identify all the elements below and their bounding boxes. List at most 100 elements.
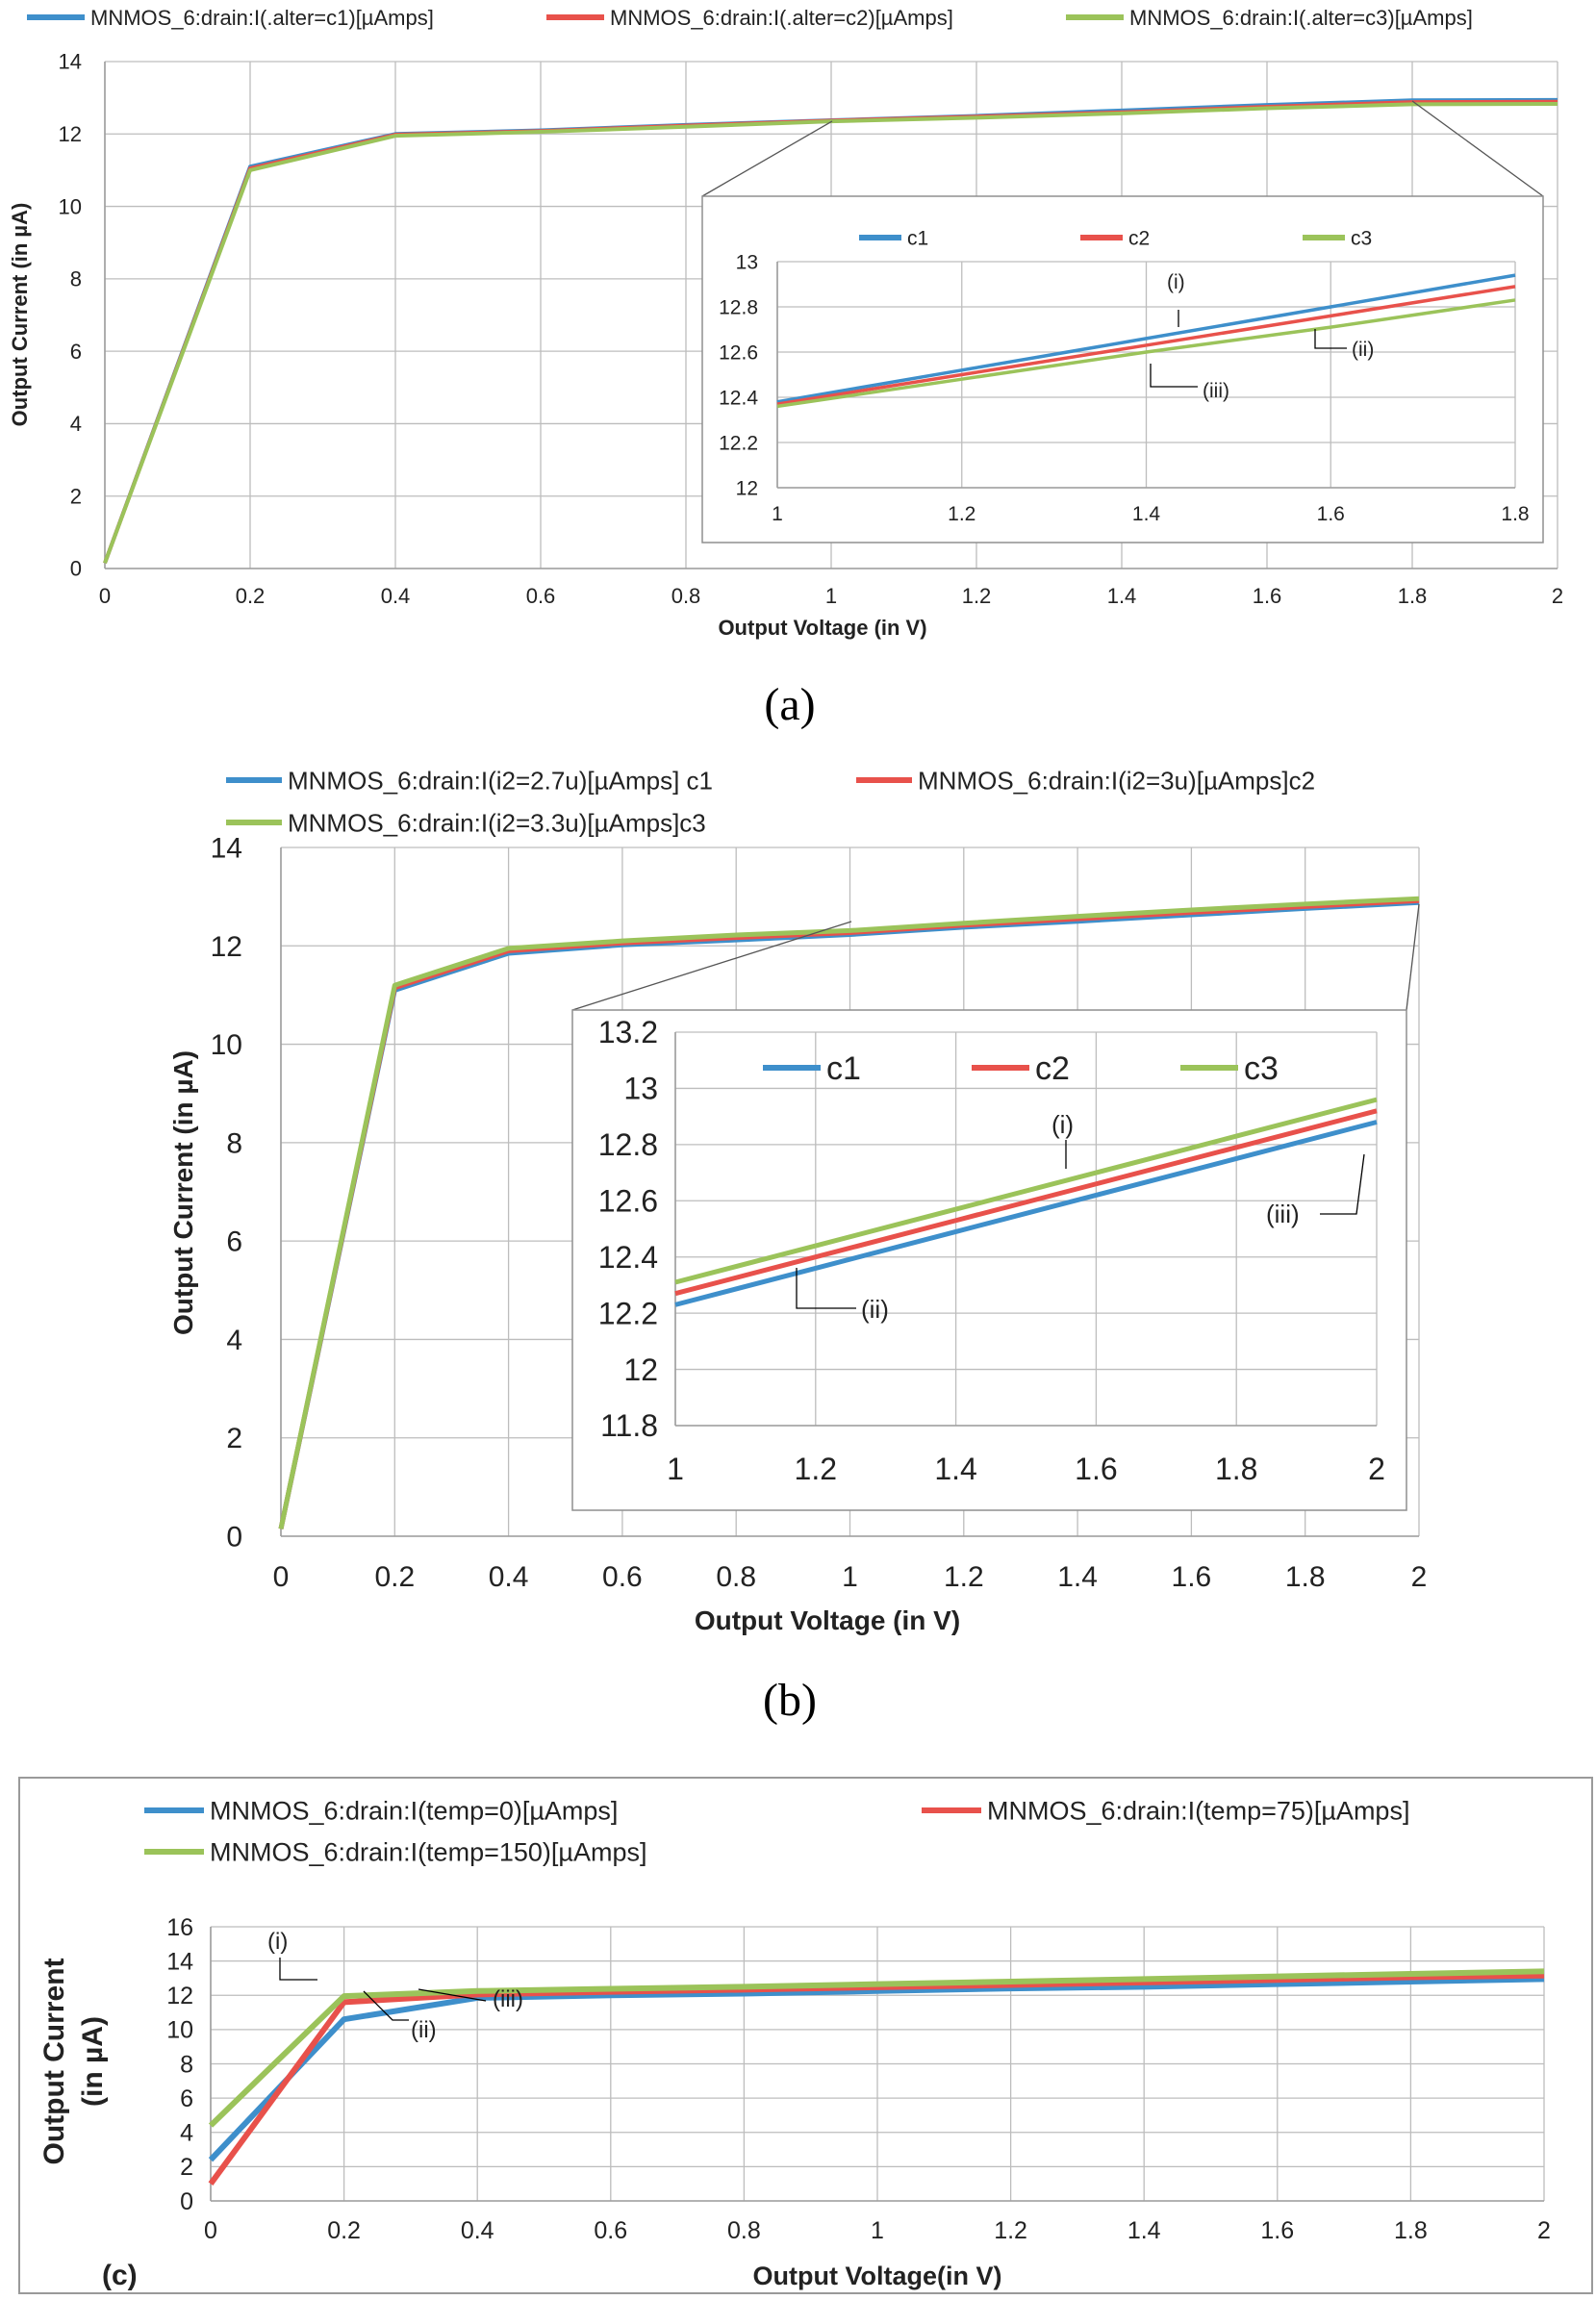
y-tick-label: 12.8 — [719, 296, 758, 318]
y-tick-label: 13.2 — [598, 1015, 658, 1049]
legend-label: c1 — [826, 1050, 861, 1087]
x-tick-label: 0.4 — [489, 1561, 529, 1593]
x-tick-label: 0.2 — [374, 1561, 415, 1593]
y-tick-label: 10 — [59, 194, 82, 218]
zoom-connector — [1406, 903, 1420, 1011]
y-tick-label: 8 — [180, 2051, 193, 2078]
legend-label: MNMOS_6:drain:I(temp=75)[µAmps] — [987, 1797, 1409, 1826]
legend-label: MNMOS_6:drain:I(temp=0)[µAmps] — [210, 1797, 618, 1826]
legend-label: c2 — [1035, 1050, 1070, 1087]
y-tick-label: 12 — [59, 122, 82, 146]
legend-label: MNMOS_6:drain:I(.alter=c1)[µAmps] — [90, 6, 434, 30]
panel-label: (b) — [763, 1675, 817, 1726]
panel-c-legend: MNMOS_6:drain:I(temp=0)[µAmps] MNMOS_6:dr… — [144, 1797, 1409, 1867]
y-tick-label: 12 — [211, 931, 242, 963]
x-tick-label: 1.2 — [994, 2217, 1027, 2244]
x-tick-label: 2 — [1552, 584, 1563, 608]
y-tick-label: 8 — [226, 1127, 242, 1159]
legend-label: c3 — [1351, 228, 1372, 250]
x-tick-label: 1 — [825, 584, 837, 608]
y-tick-label: 14 — [166, 1948, 193, 1975]
annotation-leader — [363, 1990, 409, 2021]
panel-a-inset-plot-frame — [701, 195, 1544, 543]
annotation-label: (ii) — [1352, 339, 1374, 361]
y-tick-label: 12.2 — [598, 1296, 658, 1330]
panel-a-legend: MNMOS_6:drain:I(.alter=c1)[µAmps] MNMOS_6… — [27, 6, 1473, 30]
y-tick-label: 4 — [226, 1325, 242, 1356]
x-tick-label: 0.6 — [526, 584, 556, 608]
x-tick-label: 1.4 — [1057, 1561, 1098, 1593]
zoom-connector — [571, 921, 852, 1011]
annotation-label: (i) — [267, 1929, 288, 1955]
x-tick-label: 0 — [204, 2217, 217, 2244]
x-tick-label: 1.8 — [1501, 503, 1529, 525]
y-axis-title: (in µA) — [77, 2016, 109, 2107]
annotation-leader — [796, 1268, 856, 1309]
y-axis-title: Output Current — [38, 1959, 70, 2165]
annotation-label: (ii) — [861, 1295, 889, 1324]
y-tick-label: 10 — [166, 2017, 193, 2044]
y-tick-label: 2 — [70, 484, 82, 508]
y-tick-label: 12.8 — [598, 1127, 658, 1162]
y-tick-label: 4 — [70, 412, 82, 436]
series-line-c1 — [674, 1120, 1378, 1307]
y-tick-label: 13 — [736, 251, 758, 273]
x-tick-label: 1 — [842, 1561, 858, 1593]
y-tick-label: 12 — [166, 1983, 193, 2009]
x-tick-label: 0.8 — [727, 2217, 761, 2244]
x-tick-label: 1.4 — [934, 1452, 976, 1486]
y-axis-title: Output Current (in µA) — [168, 1050, 198, 1335]
x-tick-label: 2 — [1411, 1561, 1428, 1593]
x-tick-label: 1.4 — [1127, 2217, 1161, 2244]
y-tick-label: 12 — [623, 1352, 658, 1387]
x-tick-label: 1.6 — [1172, 1561, 1212, 1593]
annotation-label: (i) — [1051, 1110, 1074, 1139]
y-tick-label: 2 — [180, 2154, 193, 2181]
y-tick-label: 10 — [211, 1029, 242, 1061]
legend-label: MNMOS_6:drain:I(i2=2.7u)[µAmps] c1 — [288, 766, 713, 795]
annotation-leader — [1150, 364, 1198, 388]
x-tick-label: 1.4 — [1132, 503, 1161, 525]
panel-c-main-plot: 0 2 4 6 8 10 12 14 16 0 0.2 0.4 0.6 0.8 1 1.2 1.4 1.6 1.8 2 — [166, 1914, 1551, 2244]
y-tick-label: 12.2 — [719, 432, 758, 454]
x-tick-label: 1.6 — [1317, 503, 1345, 525]
y-tick-label: 6 — [226, 1226, 242, 1258]
y-tick-label: 12.6 — [719, 341, 758, 364]
y-tick-label: 8 — [70, 267, 82, 291]
x-tick-label: 0 — [273, 1561, 290, 1593]
x-tick-label: 1.2 — [795, 1452, 837, 1486]
legend-label: c3 — [1244, 1050, 1279, 1087]
panel-b-inset-plot-frame — [571, 1009, 1407, 1511]
x-tick-label: 2 — [1537, 2217, 1551, 2244]
y-tick-label: 6 — [180, 2085, 193, 2112]
annotation-leader — [1314, 329, 1347, 349]
legend-label: MNMOS_6:drain:I(.alter=c3)[µAmps] — [1129, 6, 1473, 30]
annotation-label: (i) — [1167, 271, 1185, 293]
x-tick-label: 0.2 — [327, 2217, 361, 2244]
legend-label: c1 — [907, 228, 928, 250]
annotation-label: (iii) — [1266, 1200, 1300, 1228]
x-tick-label: 0.4 — [461, 2217, 494, 2244]
x-tick-label: 1 — [667, 1452, 684, 1486]
y-tick-label: 0 — [70, 557, 82, 581]
legend-label: c2 — [1128, 228, 1150, 250]
x-tick-label: 0.6 — [594, 2217, 627, 2244]
panel-b-inset-plot: 11.8 12 12.2 12.4 12.6 12.8 13 13.2 1 1.2 1.4 1.6 1.… — [571, 1009, 1407, 1511]
y-tick-label: 11.8 — [600, 1408, 658, 1443]
x-tick-label: 1.6 — [1260, 2217, 1294, 2244]
x-tick-label: 0.2 — [236, 584, 266, 608]
annotation-label: (ii) — [411, 2017, 437, 2043]
annotation-leader — [1320, 1153, 1365, 1215]
y-tick-label: 0 — [180, 2188, 193, 2215]
x-tick-label: 2 — [1368, 1452, 1385, 1486]
x-tick-label: 1.2 — [948, 503, 975, 525]
x-tick-label: 1.4 — [1107, 584, 1137, 608]
x-axis-title: Output Voltage(in V) — [753, 2262, 1002, 2290]
y-tick-label: 12.6 — [598, 1183, 658, 1218]
y-tick-label: 14 — [59, 50, 82, 74]
legend-label: MNMOS_6:drain:I(temp=150)[µAmps] — [210, 1838, 646, 1867]
y-tick-label: 14 — [211, 833, 242, 865]
series-line-c2 — [674, 1108, 1378, 1297]
y-tick-label: 12.4 — [719, 387, 758, 409]
